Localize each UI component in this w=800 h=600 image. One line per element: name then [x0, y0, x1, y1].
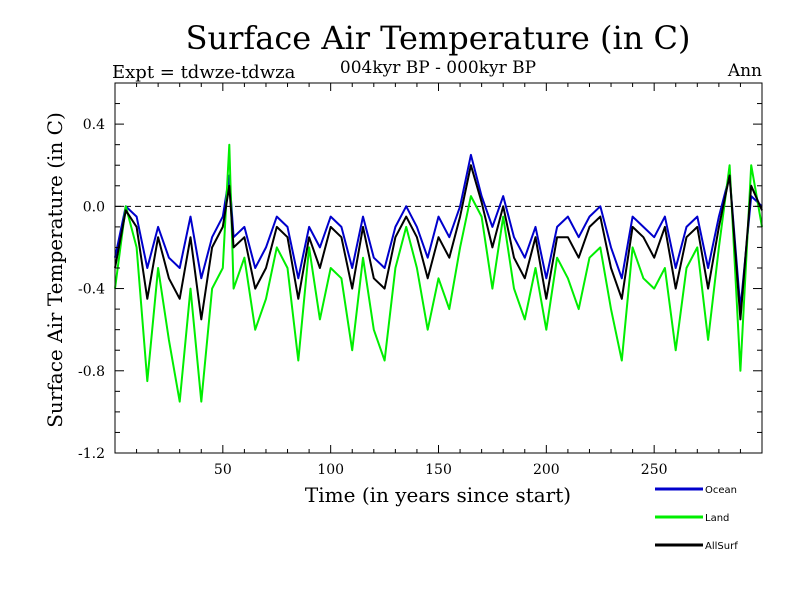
- plot-area: 50 100 150 200 250 -1.2 -0.8 -0.4 0.0 0.4: [78, 82, 763, 478]
- legend-label-allsurf: AllSurf: [705, 541, 738, 552]
- x-tick-label: 50: [214, 462, 232, 478]
- period-label: Ann: [727, 61, 762, 81]
- legend-label-land: Land: [705, 513, 729, 524]
- x-axis-label: Time (in years since start): [305, 483, 571, 507]
- series-line-allsurf: [114, 164, 763, 321]
- y-axis-label: Surface Air Temperature (in C): [43, 112, 67, 428]
- x-tick-label: 100: [317, 462, 344, 478]
- y-tick-label: -1.2: [78, 446, 105, 462]
- y-tick-label: 0.4: [83, 117, 105, 133]
- x-tick-label: 150: [425, 462, 452, 478]
- expt-label: Expt = tdwze-tdwza: [112, 62, 296, 83]
- y-tick-label: 0.0: [83, 199, 105, 215]
- x-tick-label: 250: [641, 462, 668, 478]
- x-tick-label: 200: [533, 462, 560, 478]
- y-tick-label: -0.8: [78, 364, 105, 380]
- series-line-ocean: [114, 153, 763, 311]
- legend-label-ocean: Ocean: [705, 485, 737, 496]
- legend: Ocean Land AllSurf: [655, 485, 738, 552]
- chart-title: Surface Air Temperature (in C): [186, 19, 691, 57]
- series-line-land: [114, 143, 763, 403]
- chart-subtitle: 004kyr BP - 000kyr BP: [340, 58, 536, 78]
- y-tick-label: -0.4: [78, 282, 105, 298]
